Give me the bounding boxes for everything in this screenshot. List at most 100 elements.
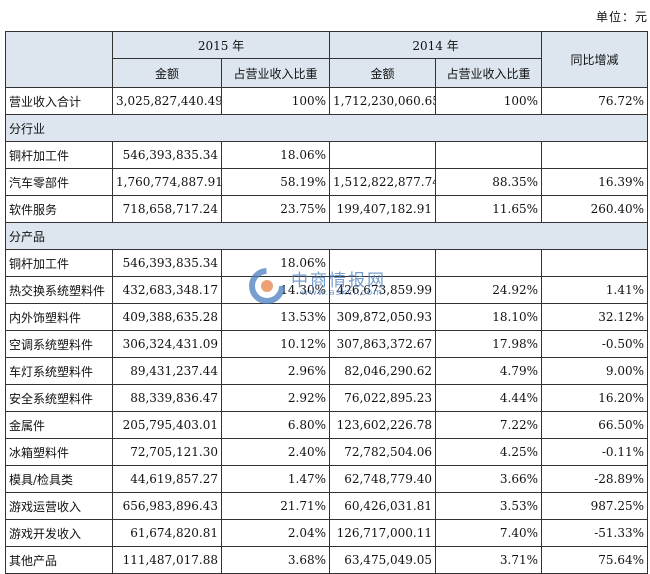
row-label: 车灯系统塑料件	[5, 357, 113, 385]
yoy-cell: -51.33%	[541, 519, 649, 547]
share-2015-cell: 2.92%	[220, 384, 331, 412]
amount-2015-cell: 656,983,896.43	[112, 492, 222, 520]
table-row: 铜杆加工件 546,393,835.34 18.06%	[5, 141, 649, 169]
table-row: 空调系统塑料件 306,324,431.09 10.12% 307,863,37…	[5, 330, 649, 358]
amount-2015-cell: 205,795,403.01	[112, 411, 222, 439]
yoy-cell: -0.50%	[541, 330, 649, 358]
yoy-cell: 260.40%	[541, 195, 649, 223]
share-2014-cell: 100%	[435, 87, 543, 115]
row-label: 游戏运营收入	[5, 492, 113, 520]
row-label: 热交换系统塑料件	[5, 276, 113, 304]
amount-2015-cell: 61,674,820.81	[112, 519, 222, 547]
amount-2014-cell	[329, 141, 437, 169]
yoy-cell: 9.00%	[541, 357, 649, 385]
amount-2015-cell: 44,619,857.27	[112, 465, 222, 493]
share-2015-cell: 18.06%	[220, 249, 331, 277]
header-row-years: 2015 年 2014 年 同比增减	[5, 31, 649, 88]
amount-2014-cell: 82,046,290.62	[329, 357, 437, 385]
share-2014-cell	[435, 141, 543, 169]
table-row: 游戏开发收入 61,674,820.81 2.04% 126,717,000.1…	[5, 519, 649, 547]
amount-2014-cell: 76,022,895.23	[329, 384, 437, 412]
row-label: 模具/检具类	[5, 465, 113, 493]
amount-2014-cell: 426,673,859.99	[329, 276, 437, 304]
share-2015-cell: 23.75%	[220, 195, 331, 223]
share-2014-cell: 3.53%	[435, 492, 543, 520]
amount-2014-cell: 123,602,226.78	[329, 411, 437, 439]
amount-2014-cell: 1,712,230,060.65	[329, 87, 437, 115]
section-industry-row: 分行业	[4, 114, 649, 142]
share-2014-cell: 11.65%	[435, 195, 543, 223]
amount-2014-cell: 63,475,049.05	[329, 546, 437, 574]
table-row: 模具/检具类 44,619,857.27 1.47% 62,748,779.40…	[5, 465, 649, 493]
amount-2015-cell: 3,025,827,440.49	[112, 87, 222, 115]
amount-2014-cell: 62,748,779.40	[329, 465, 437, 493]
header-year-2015: 2015 年	[111, 31, 331, 59]
header-share-2014: 占营业收入比重	[435, 58, 543, 88]
header-amount-2014: 金额	[329, 58, 437, 88]
row-label: 铜杆加工件	[5, 141, 113, 169]
amount-2014-cell: 1,512,822,877.74	[329, 168, 437, 196]
share-2014-cell: 17.98%	[435, 330, 543, 358]
section-product-label: 分产品	[4, 222, 649, 250]
row-label: 内外饰塑料件	[5, 303, 113, 331]
share-2014-cell: 4.25%	[435, 438, 543, 466]
table-row: 内外饰塑料件 409,388,635.28 13.53% 309,872,050…	[5, 303, 649, 331]
table-row: 其他产品 111,487,017.88 3.68% 63,475,049.05 …	[5, 546, 649, 574]
share-2015-cell: 100%	[220, 87, 331, 115]
share-2015-cell: 6.80%	[220, 411, 331, 439]
share-2015-cell: 18.06%	[220, 141, 331, 169]
table-row: 铜杆加工件 546,393,835.34 18.06%	[5, 249, 649, 277]
section-industry-label: 分行业	[4, 114, 649, 142]
yoy-cell	[541, 249, 649, 277]
yoy-cell: -28.89%	[541, 465, 649, 493]
amount-2015-cell: 718,658,717.24	[112, 195, 222, 223]
amount-2014-cell: 60,426,031.81	[329, 492, 437, 520]
header-row-columns: 金额 占营业收入比重 金额 占营业收入比重	[6, 58, 648, 88]
row-label: 金属件	[5, 411, 113, 439]
table-row: 软件服务 718,658,717.24 23.75% 199,407,182.9…	[5, 195, 649, 223]
table-row: 安全系统塑料件 88,339,836.47 2.92% 76,022,895.2…	[5, 384, 649, 412]
row-label: 安全系统塑料件	[5, 384, 113, 412]
amount-2014-cell	[329, 249, 437, 277]
share-2014-cell: 7.22%	[435, 411, 543, 439]
share-2015-cell: 1.47%	[220, 465, 331, 493]
amount-2015-cell: 1,760,774,887.91	[112, 168, 222, 196]
row-label: 游戏开发收入	[5, 519, 113, 547]
share-2014-cell: 4.44%	[435, 384, 543, 412]
amount-2014-cell: 199,407,182.91	[329, 195, 437, 223]
share-2015-cell: 14.30%	[220, 276, 331, 304]
amount-2014-cell: 307,863,372.67	[329, 330, 437, 358]
table-row: 冰箱塑料件 72,705,121.30 2.40% 72,782,504.06 …	[5, 438, 649, 466]
header-share-2015: 占营业收入比重	[220, 58, 331, 88]
yoy-cell: 75.64%	[541, 546, 649, 574]
share-2014-cell: 88.35%	[435, 168, 543, 196]
table-row: 车灯系统塑料件 89,431,237.44 2.96% 82,046,290.6…	[5, 357, 649, 385]
row-label: 其他产品	[5, 546, 113, 574]
yoy-cell: 16.39%	[541, 168, 649, 196]
yoy-cell: -0.11%	[541, 438, 649, 466]
share-2014-cell: 7.40%	[435, 519, 543, 547]
share-2015-cell: 13.53%	[220, 303, 331, 331]
share-2015-cell: 10.12%	[220, 330, 331, 358]
row-label: 软件服务	[5, 195, 113, 223]
yoy-cell: 76.72%	[541, 87, 649, 115]
share-2014-cell: 3.66%	[435, 465, 543, 493]
row-label: 冰箱塑料件	[5, 438, 113, 466]
amount-2014-cell: 72,782,504.06	[329, 438, 437, 466]
header-year-2014: 2014 年	[329, 31, 543, 59]
amount-2014-cell: 309,872,050.93	[329, 303, 437, 331]
share-2015-cell: 3.68%	[220, 546, 331, 574]
yoy-cell: 16.20%	[541, 384, 649, 412]
table-row: 汽车零部件 1,760,774,887.91 58.19% 1,512,822,…	[5, 168, 649, 196]
share-2014-cell: 4.79%	[435, 357, 543, 385]
amount-2015-cell: 546,393,835.34	[112, 141, 222, 169]
total-row: 营业收入合计 3,025,827,440.49 100% 1,712,230,0…	[5, 87, 649, 115]
row-label: 营业收入合计	[5, 87, 113, 115]
amount-2015-cell: 88,339,836.47	[112, 384, 222, 412]
yoy-cell: 66.50%	[541, 411, 649, 439]
amount-2015-cell: 432,683,348.17	[112, 276, 222, 304]
share-2015-cell: 2.96%	[220, 357, 331, 385]
share-2014-cell	[435, 249, 543, 277]
header-yoy: 同比增减	[541, 31, 649, 88]
share-2015-cell: 2.04%	[220, 519, 331, 547]
